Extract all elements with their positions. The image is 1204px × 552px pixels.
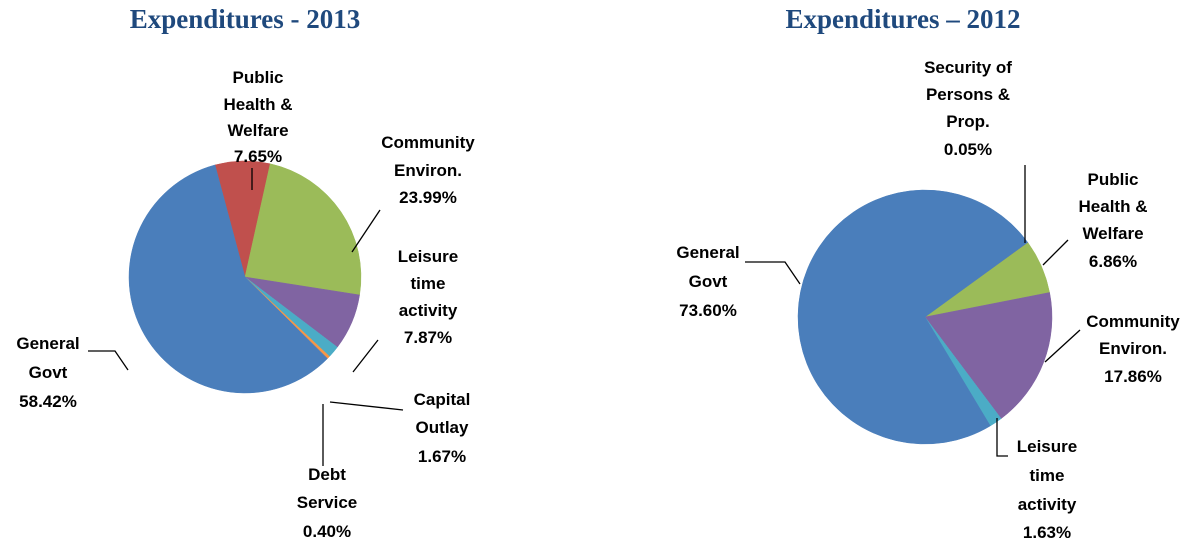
pie-slice [797, 189, 1029, 445]
pie-slice [924, 292, 1053, 420]
slice-label: General Govt [676, 243, 739, 291]
slice-label: Community Environ. [1086, 312, 1180, 358]
value-label: 23.99% [399, 188, 457, 207]
leader-line [745, 261, 801, 285]
value-label: 1.67% [418, 447, 466, 466]
value-label: 73.60% [679, 301, 737, 320]
chart-title: Expenditures - 2013 [130, 4, 361, 34]
leader-line [329, 401, 404, 411]
slice-label: Debt Service [297, 465, 358, 512]
slice-label: Leisure time activity [1017, 437, 1077, 514]
slice-label: Public Health & Welfare [1079, 170, 1148, 243]
chart-title: Expenditures – 2012 [785, 4, 1020, 34]
value-label: 6.86% [1089, 252, 1137, 271]
value-label: 0.05% [944, 140, 992, 159]
slice-label: Community Environ. [381, 133, 475, 180]
leader-line [88, 350, 129, 371]
slice-label: General Govt [16, 334, 79, 382]
pie-slice [128, 164, 328, 394]
leader-line [352, 339, 379, 373]
slice-label: Public Health & Welfare [224, 68, 293, 140]
value-label: 17.86% [1104, 367, 1162, 386]
leader-line [1042, 239, 1069, 266]
value-label: 7.65% [234, 147, 282, 166]
pie-slice [244, 163, 362, 296]
leader-line [1044, 329, 1081, 363]
leader-line [996, 418, 1008, 457]
value-label: 0.40% [303, 522, 351, 541]
value-label: 1.63% [1023, 523, 1071, 542]
slice-label: Capital Outlay [414, 390, 471, 437]
leader-line [351, 209, 381, 253]
slice-label: Leisure time activity [398, 247, 458, 320]
slice-label: Security of Persons & Prop. [924, 58, 1012, 131]
value-label: 58.42% [19, 392, 77, 411]
value-label: 7.87% [404, 328, 452, 347]
